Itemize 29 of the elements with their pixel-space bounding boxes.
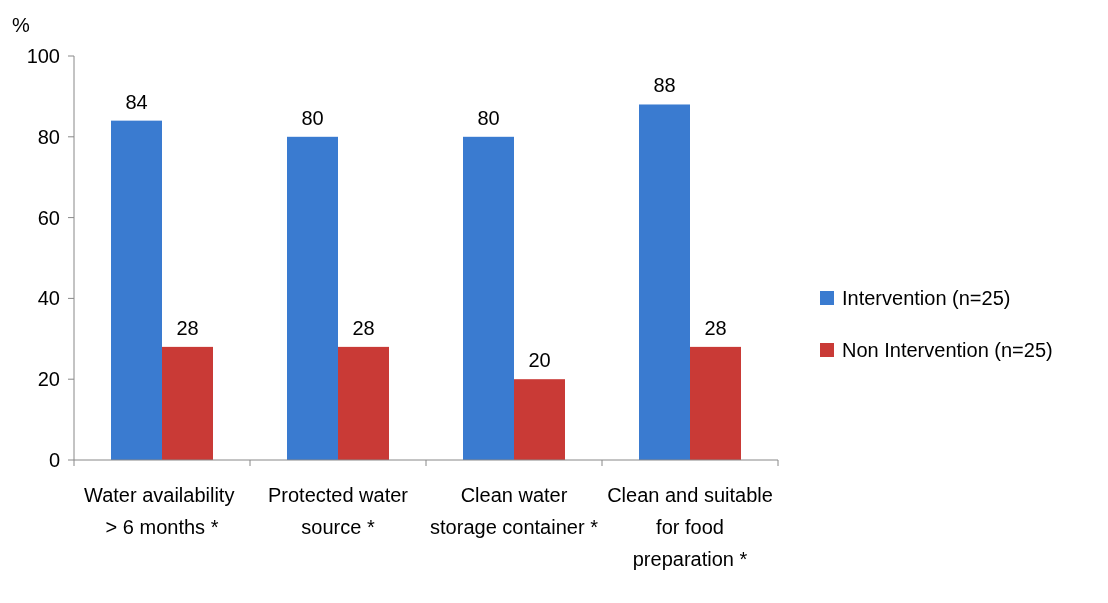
data-label: 80 (477, 106, 500, 129)
legend-label: Non Intervention (n=25) (842, 339, 1053, 361)
data-label: 88 (653, 74, 676, 97)
x-tick-label: Water availability > 6 months * (84, 484, 240, 538)
y-axis-title: % (12, 14, 30, 36)
data-label: 28 (704, 316, 727, 339)
bar (162, 346, 213, 460)
data-label: 80 (301, 106, 324, 129)
legend-label: Intervention (n=25) (842, 287, 1011, 309)
bar (287, 136, 338, 460)
y-tick-label: 60 (37, 206, 60, 229)
data-label: 84 (125, 90, 148, 113)
data-label: 20 (528, 349, 551, 372)
y-tick-label: 80 (37, 125, 60, 148)
y-tick-label: 0 (48, 449, 60, 471)
bar (463, 136, 514, 460)
bar (639, 104, 690, 460)
x-tick-label: Clean and suitable for food preparation * (607, 484, 773, 570)
bar (111, 120, 162, 460)
y-tick-label: 100 (26, 45, 60, 67)
x-tick-label: Protected water source * (267, 484, 409, 538)
data-label: 28 (352, 316, 375, 339)
bar (514, 379, 565, 460)
bar (690, 346, 741, 460)
data-label: 28 (176, 316, 199, 339)
y-tick-label: 40 (37, 287, 60, 310)
y-tick-label: 20 (37, 368, 60, 391)
bar (338, 346, 389, 460)
x-tick-label: Clean water storage container * (430, 484, 599, 538)
